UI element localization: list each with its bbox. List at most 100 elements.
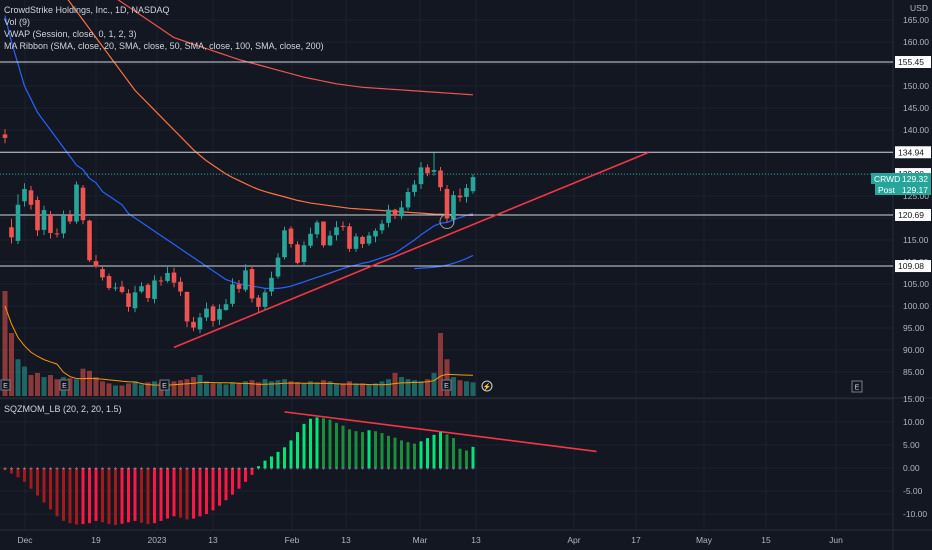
candle-body	[230, 284, 235, 304]
momentum-bar	[419, 441, 423, 468]
volume-bar	[418, 381, 424, 396]
squeeze-dot: +	[458, 467, 462, 473]
squeeze-dot: +	[185, 467, 189, 473]
volume-bar	[464, 381, 469, 396]
squeeze-dot: +	[335, 467, 339, 473]
candle-body	[269, 277, 274, 292]
candle-body	[314, 222, 320, 235]
squeeze-momentum-histogram: + + + + + + + + + + + + + + + + + + + + + + + + + + + + + + + + + + + + + + + +…	[3, 417, 475, 526]
earnings-marker-label: E	[162, 383, 167, 390]
earnings-marker	[0, 379, 11, 391]
vwap-indicator-label: VWAP (Session, close, 0, 1, 2, 3)	[4, 29, 137, 39]
momentum-bar	[354, 431, 358, 468]
momentum-bar	[283, 447, 286, 468]
price-tick-label: 145.00	[903, 103, 929, 113]
momentum-bar	[465, 450, 468, 468]
date-tick-label: 19	[91, 535, 101, 545]
momentum-bar	[257, 466, 260, 468]
squeeze-dot: +	[10, 467, 14, 473]
squeeze-dot: +	[361, 467, 365, 473]
candle-body	[243, 270, 248, 290]
momentum-bar	[81, 468, 85, 525]
level-badge-text: 109.08	[898, 261, 924, 271]
candle-body	[321, 221, 326, 246]
squeeze-dot: +	[276, 467, 280, 473]
momentum-bar	[289, 440, 293, 468]
candle-body	[425, 167, 430, 174]
momentum-bar	[432, 434, 436, 468]
candle-body	[386, 209, 391, 223]
squeeze-dot: +	[205, 467, 209, 473]
momentum-bar	[341, 425, 345, 468]
candle-body	[301, 245, 307, 262]
volume-bar	[386, 379, 391, 396]
date-tick-label: 13	[208, 535, 218, 545]
volume-bar	[217, 383, 222, 396]
volume-bar	[262, 379, 268, 396]
squeeze-dot: +	[49, 467, 53, 473]
squeeze-dot: +	[367, 467, 371, 473]
level-badge	[895, 260, 931, 273]
volume-bar	[470, 382, 476, 396]
candle-body	[191, 321, 196, 328]
volume-bar	[340, 383, 346, 396]
volume-bar	[178, 380, 183, 396]
volume-bar	[457, 380, 463, 396]
squeeze-dot: +	[211, 467, 215, 473]
squeeze-dot: +	[16, 467, 20, 473]
candle-body	[67, 215, 73, 222]
candle-body	[464, 188, 469, 197]
currency-label: USD	[910, 3, 928, 13]
volume-bars	[2, 291, 476, 396]
squeeze-dot: +	[374, 467, 378, 473]
volume-ma-line	[4, 305, 474, 386]
candle-body	[379, 223, 385, 231]
squeeze-dot: +	[107, 467, 111, 473]
squeeze-dot: +	[55, 467, 59, 473]
momentum-bar	[296, 432, 299, 468]
candle-body	[210, 306, 216, 321]
earnings-marker	[159, 379, 170, 391]
squeeze-dot: +	[400, 467, 404, 473]
volume-bar	[139, 384, 144, 396]
squeeze-dot: +	[393, 467, 397, 473]
candle-body	[93, 261, 99, 267]
squeeze-dot: +	[146, 467, 150, 473]
momentum-bar	[374, 431, 377, 468]
squeeze-dot: +	[452, 467, 456, 473]
sqzmom-indicator-label: SQZMOM_LB (20, 2, 20, 1.5)	[4, 404, 122, 414]
dividend-icon-glyph: ⚡	[483, 382, 492, 391]
volume-bar	[405, 379, 411, 396]
indicator-tick-label: -10.00	[903, 509, 927, 519]
squeeze-dot: +	[250, 467, 254, 473]
volume-bar	[87, 370, 92, 396]
candle-body	[418, 167, 424, 185]
volume-bar	[113, 385, 118, 396]
momentum-bar	[133, 468, 137, 521]
indicator-tick-label: 0.00	[903, 463, 920, 473]
date-tick-label: May	[696, 535, 713, 545]
date-tick-label: 15	[761, 535, 771, 545]
candle-body	[334, 227, 339, 236]
candle-body	[373, 230, 378, 237]
volume-bar	[314, 382, 320, 396]
momentum-bar	[23, 468, 26, 482]
momentum-bar	[55, 468, 59, 517]
candle-body	[184, 291, 190, 322]
earnings-marker	[851, 380, 863, 393]
volume-bar	[444, 359, 450, 396]
candle-body	[61, 215, 66, 234]
momentum-bar	[185, 468, 189, 520]
date-tick-label: 13	[471, 535, 481, 545]
squeeze-dot: +	[36, 467, 40, 473]
volume-bar	[48, 375, 53, 396]
volume-bar	[425, 379, 430, 396]
squeeze-dot: +	[309, 467, 313, 473]
level-badge-text: 134.94	[898, 147, 924, 157]
volume-bar	[412, 380, 417, 396]
momentum-bar	[387, 435, 390, 468]
volume-bar	[308, 381, 313, 396]
momentum-bar	[205, 468, 208, 514]
volume-bar	[243, 381, 248, 396]
ma-ribbon-indicator-label: MA Ribbon (SMA, close, 20, SMA, close, 5…	[4, 41, 324, 51]
